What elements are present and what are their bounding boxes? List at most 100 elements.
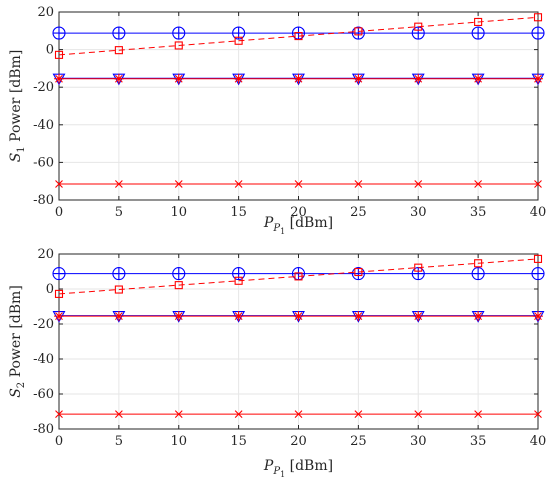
marker-x	[114, 180, 123, 188]
marker-square	[533, 254, 543, 263]
y-axis-label-rest: Power [dBm]	[8, 285, 24, 382]
marker-x	[174, 180, 183, 188]
marker-star	[233, 73, 244, 84]
y-tick-label: -40	[33, 352, 54, 367]
series-5	[55, 410, 542, 419]
x-axis-label-sub: P	[272, 223, 280, 234]
marker-circle-plus-cross	[412, 267, 425, 280]
y-tick-label: -60	[33, 387, 54, 402]
marker-x	[474, 410, 483, 419]
x-tick-label: 20	[290, 205, 307, 220]
marker-star	[353, 311, 364, 322]
marker-square	[114, 285, 123, 294]
marker-star	[533, 73, 543, 84]
y-axis-label-sub: 2	[16, 382, 27, 388]
series-4	[54, 311, 543, 322]
marker-circle-plus-cross	[53, 27, 65, 40]
y-axis-label-sub: 1	[16, 146, 27, 152]
x-tick-label: 15	[230, 205, 247, 220]
marker-circle-plus-cross	[172, 27, 185, 40]
series-2	[54, 13, 543, 59]
x-tick-label: 25	[350, 205, 367, 220]
marker-x	[174, 410, 183, 419]
marker-circle-plus-cross	[412, 27, 425, 40]
marker-star	[473, 311, 484, 322]
x-tick-label: 40	[530, 205, 547, 220]
x-tick-label: 30	[410, 205, 427, 220]
marker-square	[234, 36, 243, 45]
marker-star	[54, 73, 64, 84]
x-tick-label: 10	[170, 434, 187, 449]
series-line	[58, 16, 539, 56]
marker-square	[54, 289, 64, 298]
marker-x	[414, 410, 423, 419]
y-axis-label-rest: Power [dBm]	[8, 50, 24, 147]
x-axis-label: PP1 [dBm]	[263, 215, 333, 236]
marker-square	[54, 50, 64, 59]
x-tick-label: 5	[115, 434, 123, 449]
marker-circle-plus-cross	[172, 267, 185, 280]
y-tick-label: 0	[46, 43, 54, 58]
y-tick-label: -20	[33, 317, 54, 332]
y-tick-label: 20	[37, 247, 54, 262]
marker-circle-plus-cross	[472, 267, 485, 280]
y-axis-label: S2 Power [dBm]	[8, 285, 27, 398]
y-tick-label: -40	[33, 118, 54, 133]
x-axis-label-rest: [dBm]	[285, 215, 333, 231]
marker-circle-plus-cross	[532, 27, 544, 40]
marker-star	[54, 311, 64, 322]
marker-x	[414, 180, 423, 188]
x-axis-label: PP1 [dBm]	[263, 458, 333, 478]
y-tick-label: 0	[46, 282, 54, 297]
x-tick-label: 25	[350, 434, 367, 449]
y-tick-label: -20	[33, 80, 54, 95]
x-tick-label: 0	[55, 205, 63, 220]
marker-square	[234, 276, 243, 285]
marker-x	[234, 410, 243, 419]
y-tick-label: -80	[33, 422, 54, 437]
marker-circle-plus-cross	[112, 27, 125, 40]
marker-star	[473, 73, 484, 84]
x-axis-label-sub: P	[272, 466, 280, 477]
marker-x	[234, 180, 243, 188]
y-tick-label: 20	[37, 5, 54, 20]
marker-star	[413, 73, 424, 84]
marker-x	[354, 410, 363, 419]
marker-square	[294, 272, 303, 281]
marker-square	[474, 259, 483, 268]
marker-x	[294, 410, 303, 419]
series-5	[55, 180, 542, 188]
marker-x	[114, 410, 123, 419]
marker-star	[113, 73, 124, 84]
marker-square	[414, 263, 423, 272]
x-axis-label-subsub: 1	[280, 227, 285, 236]
x-tick-label: 40	[530, 434, 547, 449]
marker-star	[293, 311, 304, 322]
marker-circle-plus-cross	[532, 267, 544, 280]
marker-x	[474, 180, 483, 188]
marker-square	[174, 41, 183, 50]
marker-square	[174, 281, 183, 290]
series-line	[58, 258, 539, 295]
marker-square	[474, 17, 483, 27]
marker-square	[294, 32, 303, 41]
x-axis-label-subsub: 1	[280, 470, 285, 478]
y-axis-label: S1 Power [dBm]	[8, 50, 27, 163]
marker-x	[55, 180, 63, 188]
marker-star	[113, 311, 124, 322]
series-4	[54, 73, 543, 84]
marker-circle-plus-cross	[112, 267, 125, 280]
marker-circle-plus-cross	[53, 267, 65, 280]
x-tick-label: 35	[470, 205, 487, 220]
x-tick-label: 20	[290, 434, 307, 449]
marker-star	[173, 73, 184, 84]
marker-x	[354, 180, 363, 188]
x-tick-label: 10	[170, 205, 187, 220]
chart-panel-2: 0 5 10 15 20 25 30 35 40 20 0 -20 -40 -60 -80 PP1 [dBm]…	[8, 247, 546, 478]
marker-star	[413, 311, 424, 322]
marker-star	[173, 311, 184, 322]
marker-star	[293, 73, 304, 84]
x-tick-label: 35	[470, 434, 487, 449]
